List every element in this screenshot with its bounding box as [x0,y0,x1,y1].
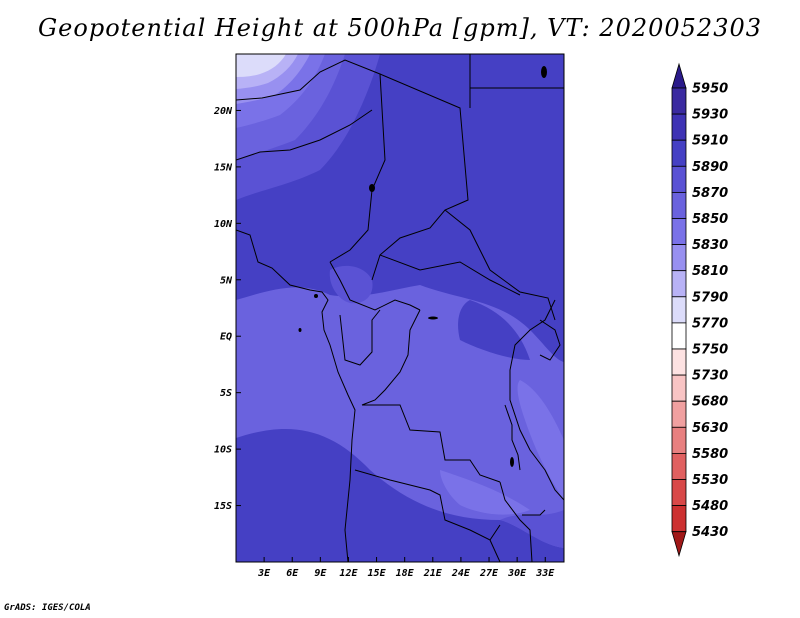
colorbar-segment [671,505,687,533]
contour-fill [236,54,564,562]
y-tick-label: 10S [214,445,232,456]
colorbar-segment [671,270,687,298]
border-angola-namibia [354,469,501,541]
border-gabon [339,309,381,366]
contour-patch-5890 [329,265,373,304]
colorbar-level-label: 5950 [692,82,728,97]
colorbar-segment [671,296,687,324]
colorbar-bottom-arrow [671,531,687,558]
lake-mweru [510,457,514,467]
x-tick-label: 15E [368,568,387,579]
y-tick-label: 20N [213,106,233,117]
contour-band-5910-south [236,428,564,562]
x-tick-label: 24E [451,568,471,579]
y-tick-label: 15N [214,162,233,173]
border-sahel [236,109,373,161]
colorbar-level-label: 5910 [692,134,728,149]
x-tick-label: 18E [396,568,415,579]
contour-band-5790-nw [236,54,286,77]
y-tick-label: 5N [220,275,233,286]
colorbar: 5950 5930 5910 5890 5870 5850 5830 5810 5790 5770… [671,62,728,558]
island-sao-tome [298,328,302,332]
y-tick-label: 15S [214,501,232,512]
colorbar-segment [671,139,687,167]
colorbar-segment [671,87,687,115]
colorbar-segment [671,400,687,428]
colorbar-level-label: 5930 [692,108,728,123]
colorbar-segment [671,479,687,507]
lake-chad [369,184,375,192]
border-south-sudan [444,209,556,321]
lake-victoria [539,319,561,361]
colorbar-level-label: 5730 [692,369,728,384]
border-botswana [489,539,501,562]
border-cameroon-congo [329,261,421,311]
colorbar-segment [671,348,687,376]
border-drc-angola [362,404,501,483]
colorbar-level-label: 5750 [692,343,728,358]
map-frame [235,53,565,563]
colorbar-segment [671,426,687,454]
colorbar-segment [671,452,687,480]
x-axis: 3E 6E 9E 12E 15E 18E 21E 24E 27E 30E 33E [257,557,555,579]
colorbar-level-label: 5530 [692,473,728,488]
x-tick-label: 30E [507,568,527,579]
colorbar-level-label: 5810 [692,264,728,279]
x-tick-label: 27E [479,568,499,579]
x-tick-label: 6E [286,568,299,579]
colorbar-segment [671,218,687,246]
border-zambia-mozambique [499,481,533,562]
colorbar-level-label: 5790 [692,290,728,305]
y-tick-label: 5S [220,388,232,399]
x-tick-label: 9E [314,568,327,579]
border-sudan-west [371,73,469,281]
colorbar-level-label: 5430 [692,525,728,540]
x-tick-label: 12E [339,568,358,579]
contour-band-5850-east [517,380,564,500]
lake-tanganyika [504,404,521,471]
colorbar-level-label: 5580 [692,447,728,462]
lake-kariba [522,509,546,516]
colorbar-segment [671,322,687,350]
border-congo-drc [361,309,421,406]
y-axis: 20N 15N 10N 5N EQ 5S 10S 15S [213,106,241,512]
colorbar-segment [671,191,687,219]
colorbar-level-label: 5870 [692,186,728,201]
colorbar-level-label: 5850 [692,212,728,227]
contour-band-5890-se [500,510,564,548]
x-tick-label: 33E [535,568,555,579]
colorbar-segment [671,374,687,402]
x-tick-label: 21E [423,568,443,579]
colorbar-segment [671,244,687,272]
y-tick-label: 10N [214,219,233,230]
chart-title: Geopotential Height at 500hPa [gpm], VT:… [38,14,762,42]
y-tick-label: EQ [220,332,232,343]
colorbar-level-label: 5480 [692,499,728,514]
colorbar-level-label: 5680 [692,395,728,410]
coastline-west [236,229,356,562]
footer-credit: GrADS: IGES/COLA [4,603,91,613]
border-east-lakes [509,299,564,501]
lake-nasser [541,66,547,78]
island-bioko [314,294,318,298]
x-tick-label: 3E [257,568,271,579]
colorbar-segment [671,113,687,141]
small-water-bodies [298,66,547,467]
contour-band-5910-east [458,300,530,360]
colorbar-level-label: 5830 [692,238,728,253]
border-car [379,254,521,296]
colorbar-top-arrow [671,62,687,89]
country-borders [236,54,564,562]
colorbar-level-label: 5770 [692,316,728,331]
colorbar-segment [671,165,687,193]
colorbar-level-label: 5630 [692,421,728,436]
river-congo-mark [428,316,438,320]
border-niger-chad [236,59,386,263]
colorbar-level-label: 5890 [692,160,728,175]
